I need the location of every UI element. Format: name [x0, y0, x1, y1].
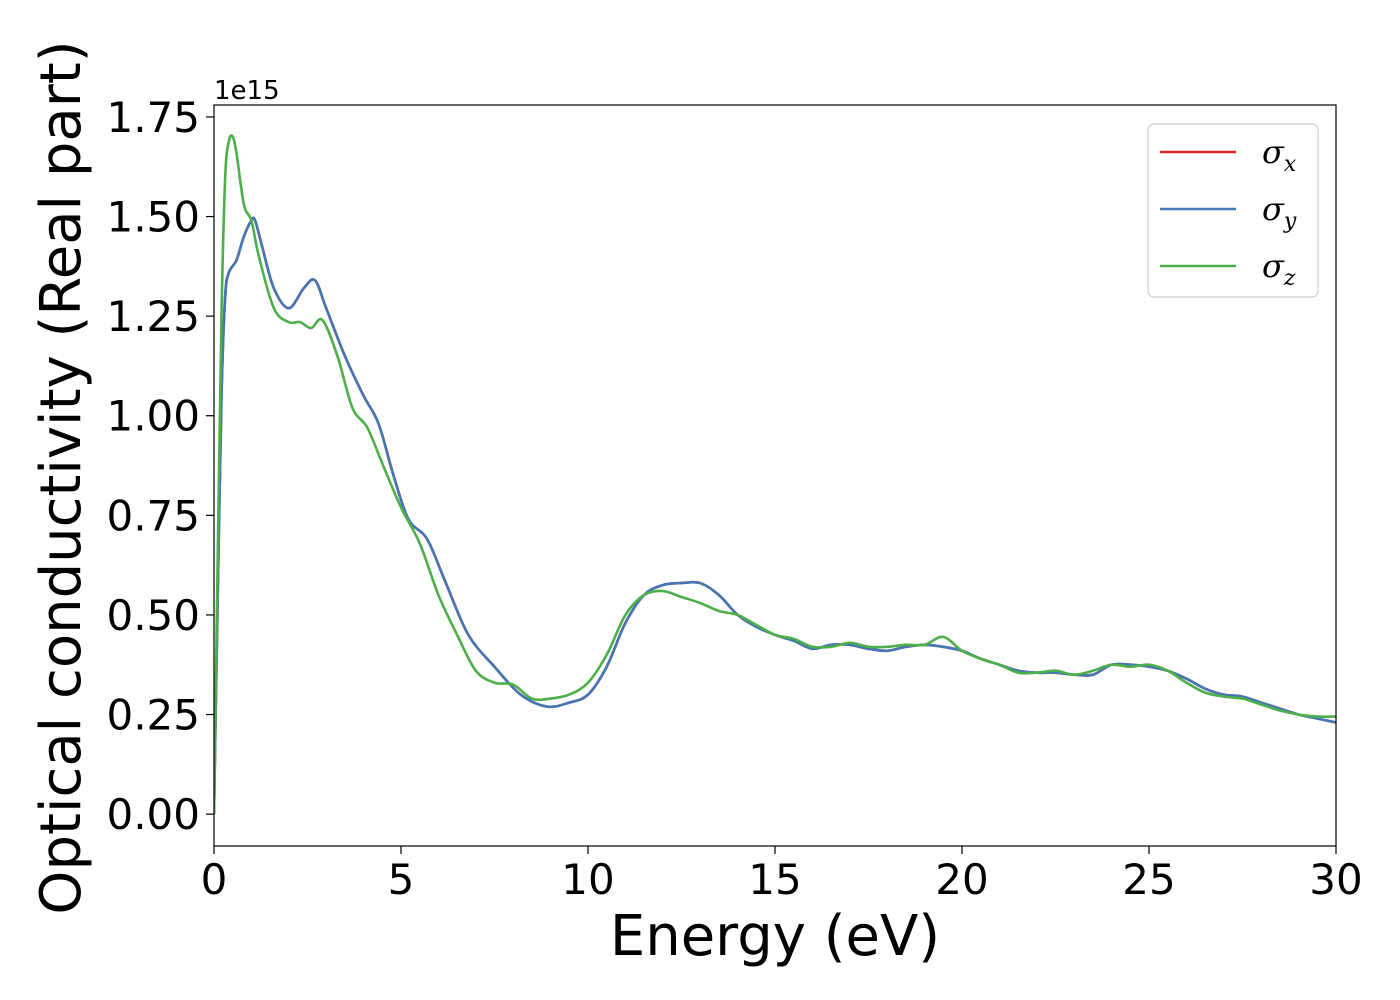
legend-subscript: y [1283, 209, 1297, 234]
x-axis-title: Energy (eV) [610, 904, 940, 969]
y-tick-label: 1.25 [106, 292, 200, 341]
y-tick-label: 1.75 [106, 93, 200, 142]
series-line-z [214, 134, 1336, 815]
legend-subscript: x [1284, 152, 1297, 177]
y-tick-label: 0.25 [106, 691, 200, 740]
x-tick-label: 20 [935, 855, 988, 904]
x-tick-label: 10 [561, 855, 614, 904]
y-tick-label: 0.75 [106, 491, 200, 540]
legend-symbol: σ [1262, 247, 1285, 285]
y-axis-ticks: 0.00 0.25 0.50 0.75 1.00 1.25 1.50 1.75 [106, 93, 214, 839]
y-axis-title: Optical conductivity (Real part) [29, 40, 94, 914]
legend-symbol: σ [1262, 190, 1285, 228]
x-tick-label: 5 [388, 855, 415, 904]
y-offset-label: 1e15 [214, 76, 280, 106]
y-tick-label: 0.50 [106, 591, 200, 640]
x-tick-label: 15 [748, 855, 801, 904]
legend-box [1147, 123, 1319, 298]
x-axis-ticks: 0 5 10 15 20 25 30 [201, 846, 1363, 904]
legend-label-x: σx [1262, 133, 1297, 177]
y-tick-label: 1.00 [106, 392, 200, 441]
legend-subscript: z [1283, 266, 1296, 291]
y-tick-label: 0.00 [106, 790, 200, 839]
x-tick-label: 0 [201, 855, 228, 904]
legend-symbol: σ [1262, 133, 1285, 171]
y-tick-label: 1.50 [106, 193, 200, 242]
x-tick-label: 25 [1122, 855, 1175, 904]
series-line-y [214, 216, 1336, 815]
series-line-x [214, 216, 1336, 815]
legend-label-y: σy [1262, 190, 1297, 234]
series-lines [214, 134, 1336, 815]
x-tick-label: 30 [1309, 855, 1362, 904]
legend-label-z: σz [1262, 247, 1296, 291]
